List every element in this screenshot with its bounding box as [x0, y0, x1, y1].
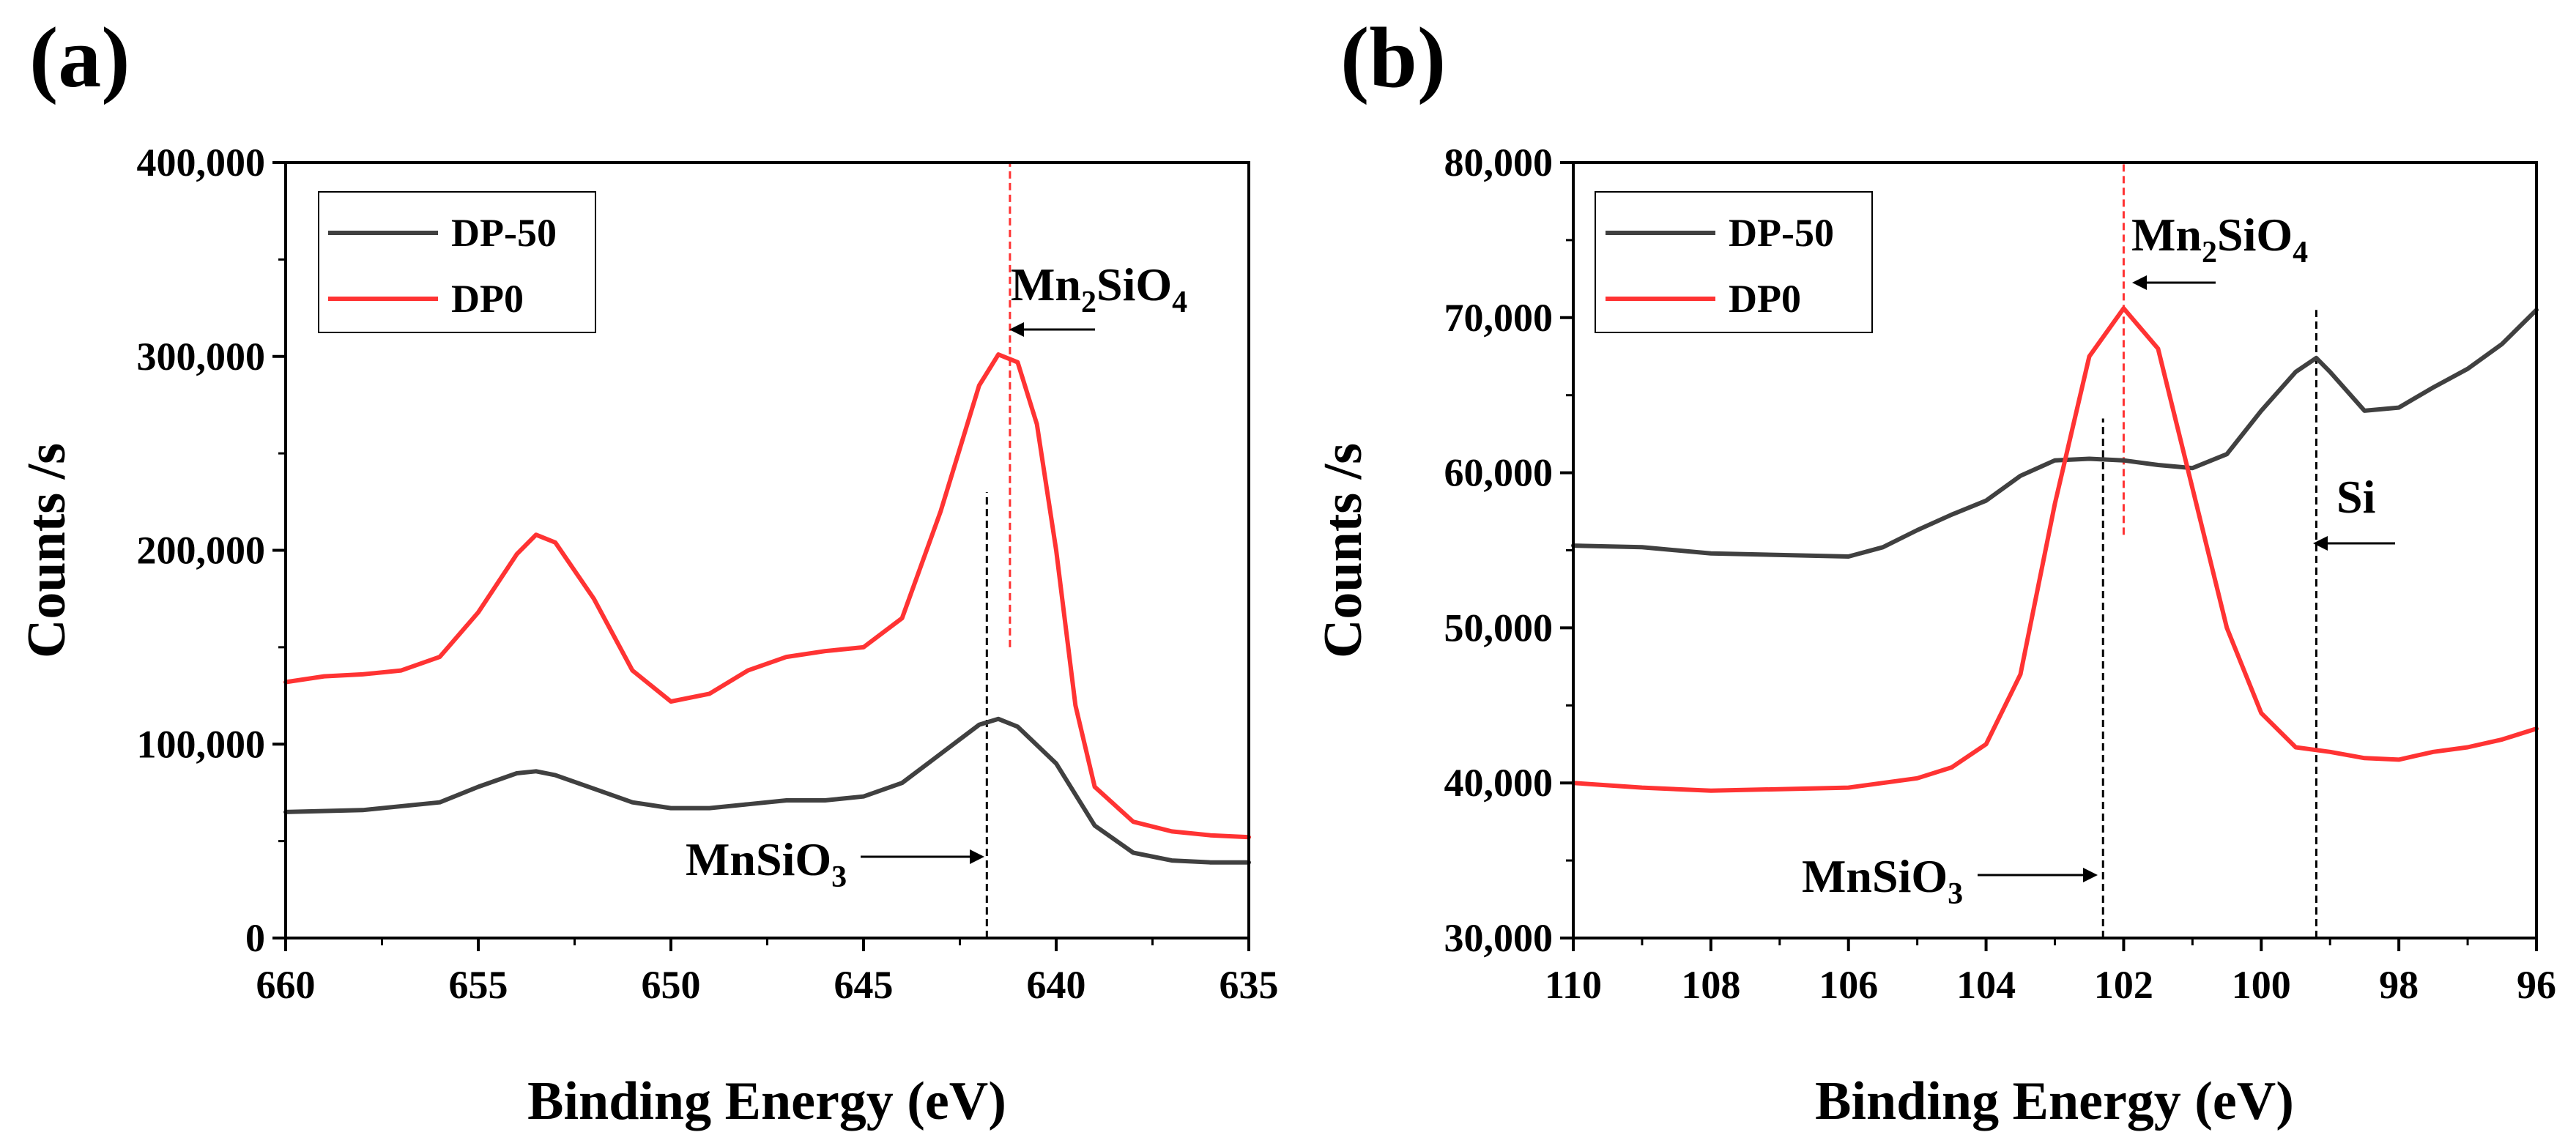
- series-line-dp-50-a: [283, 716, 1251, 865]
- y-tick-label-a: 300,000: [137, 335, 266, 379]
- x-tick-label-b: 104: [1956, 963, 2016, 1007]
- annotation-mn2sio4-a: Mn2SiO4: [1009, 258, 1187, 337]
- annotation-mn2sio4-b: Mn2SiO4: [2131, 209, 2308, 290]
- legend-a: DP-50 DP0: [318, 191, 596, 333]
- reference-lines-a: [985, 163, 1012, 938]
- annotation-arrowhead-mn2sio4-a: [1009, 322, 1024, 337]
- legend-label-dp-50-b: DP-50: [1729, 211, 1834, 255]
- y-tick-label-a: 100,000: [137, 722, 266, 766]
- x-tick-label-b: 100: [2232, 963, 2291, 1007]
- y-axis-title-b: Counts /s: [1313, 443, 1373, 658]
- x-tick-label-a: 650: [642, 963, 701, 1007]
- y-axis-title-a: Counts /s: [17, 443, 77, 658]
- x-tick-label-a: 640: [1027, 963, 1086, 1007]
- series-group-b: [1571, 306, 2539, 793]
- x-tick-label-b: 102: [2094, 963, 2153, 1007]
- annotation-arrowhead-si-b: [2313, 536, 2328, 551]
- series-line-dp0-a: [283, 352, 1251, 840]
- y-ticks-a: 0 100,000 200,000 300,000 400,000: [137, 141, 286, 960]
- annotation-arrowhead-mnsio3-a: [970, 849, 984, 864]
- annotation-si-text-b: Si: [2336, 471, 2375, 523]
- series-group-a: [283, 352, 1251, 865]
- x-tick-label-b: 106: [1819, 963, 1878, 1007]
- x-axis-title-b: Binding Energy (eV): [1815, 1071, 2294, 1131]
- annotation-mnsio3-text-b: MnSiO3: [1802, 850, 1963, 911]
- y-tick-label-b: 70,000: [1444, 296, 1554, 340]
- legend-label-dp0-a: DP0: [451, 277, 524, 321]
- x-tick-label-a: 660: [256, 963, 316, 1007]
- annotation-mnsio3-a: MnSiO3: [686, 833, 984, 894]
- annotation-arrowhead-mnsio3-b: [2083, 868, 2098, 882]
- y-tick-label-a: 0: [245, 916, 265, 960]
- legend-b: DP-50 DP0: [1595, 191, 1873, 333]
- y-tick-label-b: 60,000: [1444, 451, 1554, 495]
- x-tick-label-b: 98: [2379, 963, 2419, 1007]
- series-line-dp-50-b: [1571, 308, 2539, 559]
- annotation-si-b: Si: [2313, 471, 2395, 551]
- x-ticks-a: 660 655 650 645 640 635: [256, 938, 1279, 1007]
- legend-box-b: [1595, 191, 1873, 333]
- x-tick-label-a: 645: [834, 963, 894, 1007]
- panel-b: (b) 110 108 106 104 102 100 98 96 30,000 40,000 5…: [1313, 10, 2556, 1131]
- legend-box-a: [318, 191, 596, 333]
- y-tick-label-b: 40,000: [1444, 761, 1554, 805]
- y-ticks-b: 30,000 40,000 50,000 60,000 70,000 80,000: [1444, 141, 1573, 960]
- y-tick-label-a: 200,000: [137, 529, 266, 573]
- x-tick-label-b: 110: [1545, 963, 1602, 1007]
- y-tick-label-a: 400,000: [137, 141, 266, 185]
- panel-label-b: (b): [1340, 10, 1446, 105]
- annotation-mn2sio4-text-a: Mn2SiO4: [1011, 258, 1187, 319]
- series-line-dp0-b: [1571, 306, 2539, 793]
- panel-label-a: (a): [29, 10, 130, 105]
- annotation-mnsio3-text-a: MnSiO3: [686, 833, 847, 894]
- y-tick-label-b: 80,000: [1444, 141, 1554, 185]
- x-tick-label-b: 96: [2517, 963, 2556, 1007]
- reference-lines-b: [2101, 163, 2317, 938]
- x-tick-label-b: 108: [1681, 963, 1740, 1007]
- x-tick-label-a: 635: [1220, 963, 1279, 1007]
- x-axis-title-a: Binding Energy (eV): [527, 1071, 1006, 1131]
- panel-a: (a) 660 655 650 645 640 635 0 100,000 200,000 30…: [17, 10, 1279, 1131]
- annotation-mnsio3-b: MnSiO3: [1802, 850, 2098, 911]
- legend-label-dp-50-a: DP-50: [451, 211, 557, 255]
- annotation-mn2sio4-text-b: Mn2SiO4: [2131, 209, 2308, 269]
- legend-label-dp0-b: DP0: [1729, 277, 1801, 321]
- x-tick-label-a: 655: [449, 963, 508, 1007]
- x-ticks-b: 110 108 106 104 102 100 98 96: [1545, 938, 2556, 1007]
- y-tick-label-b: 30,000: [1444, 916, 1554, 960]
- annotation-arrowhead-mn2sio4-b: [2132, 275, 2147, 290]
- y-tick-label-b: 50,000: [1444, 606, 1554, 650]
